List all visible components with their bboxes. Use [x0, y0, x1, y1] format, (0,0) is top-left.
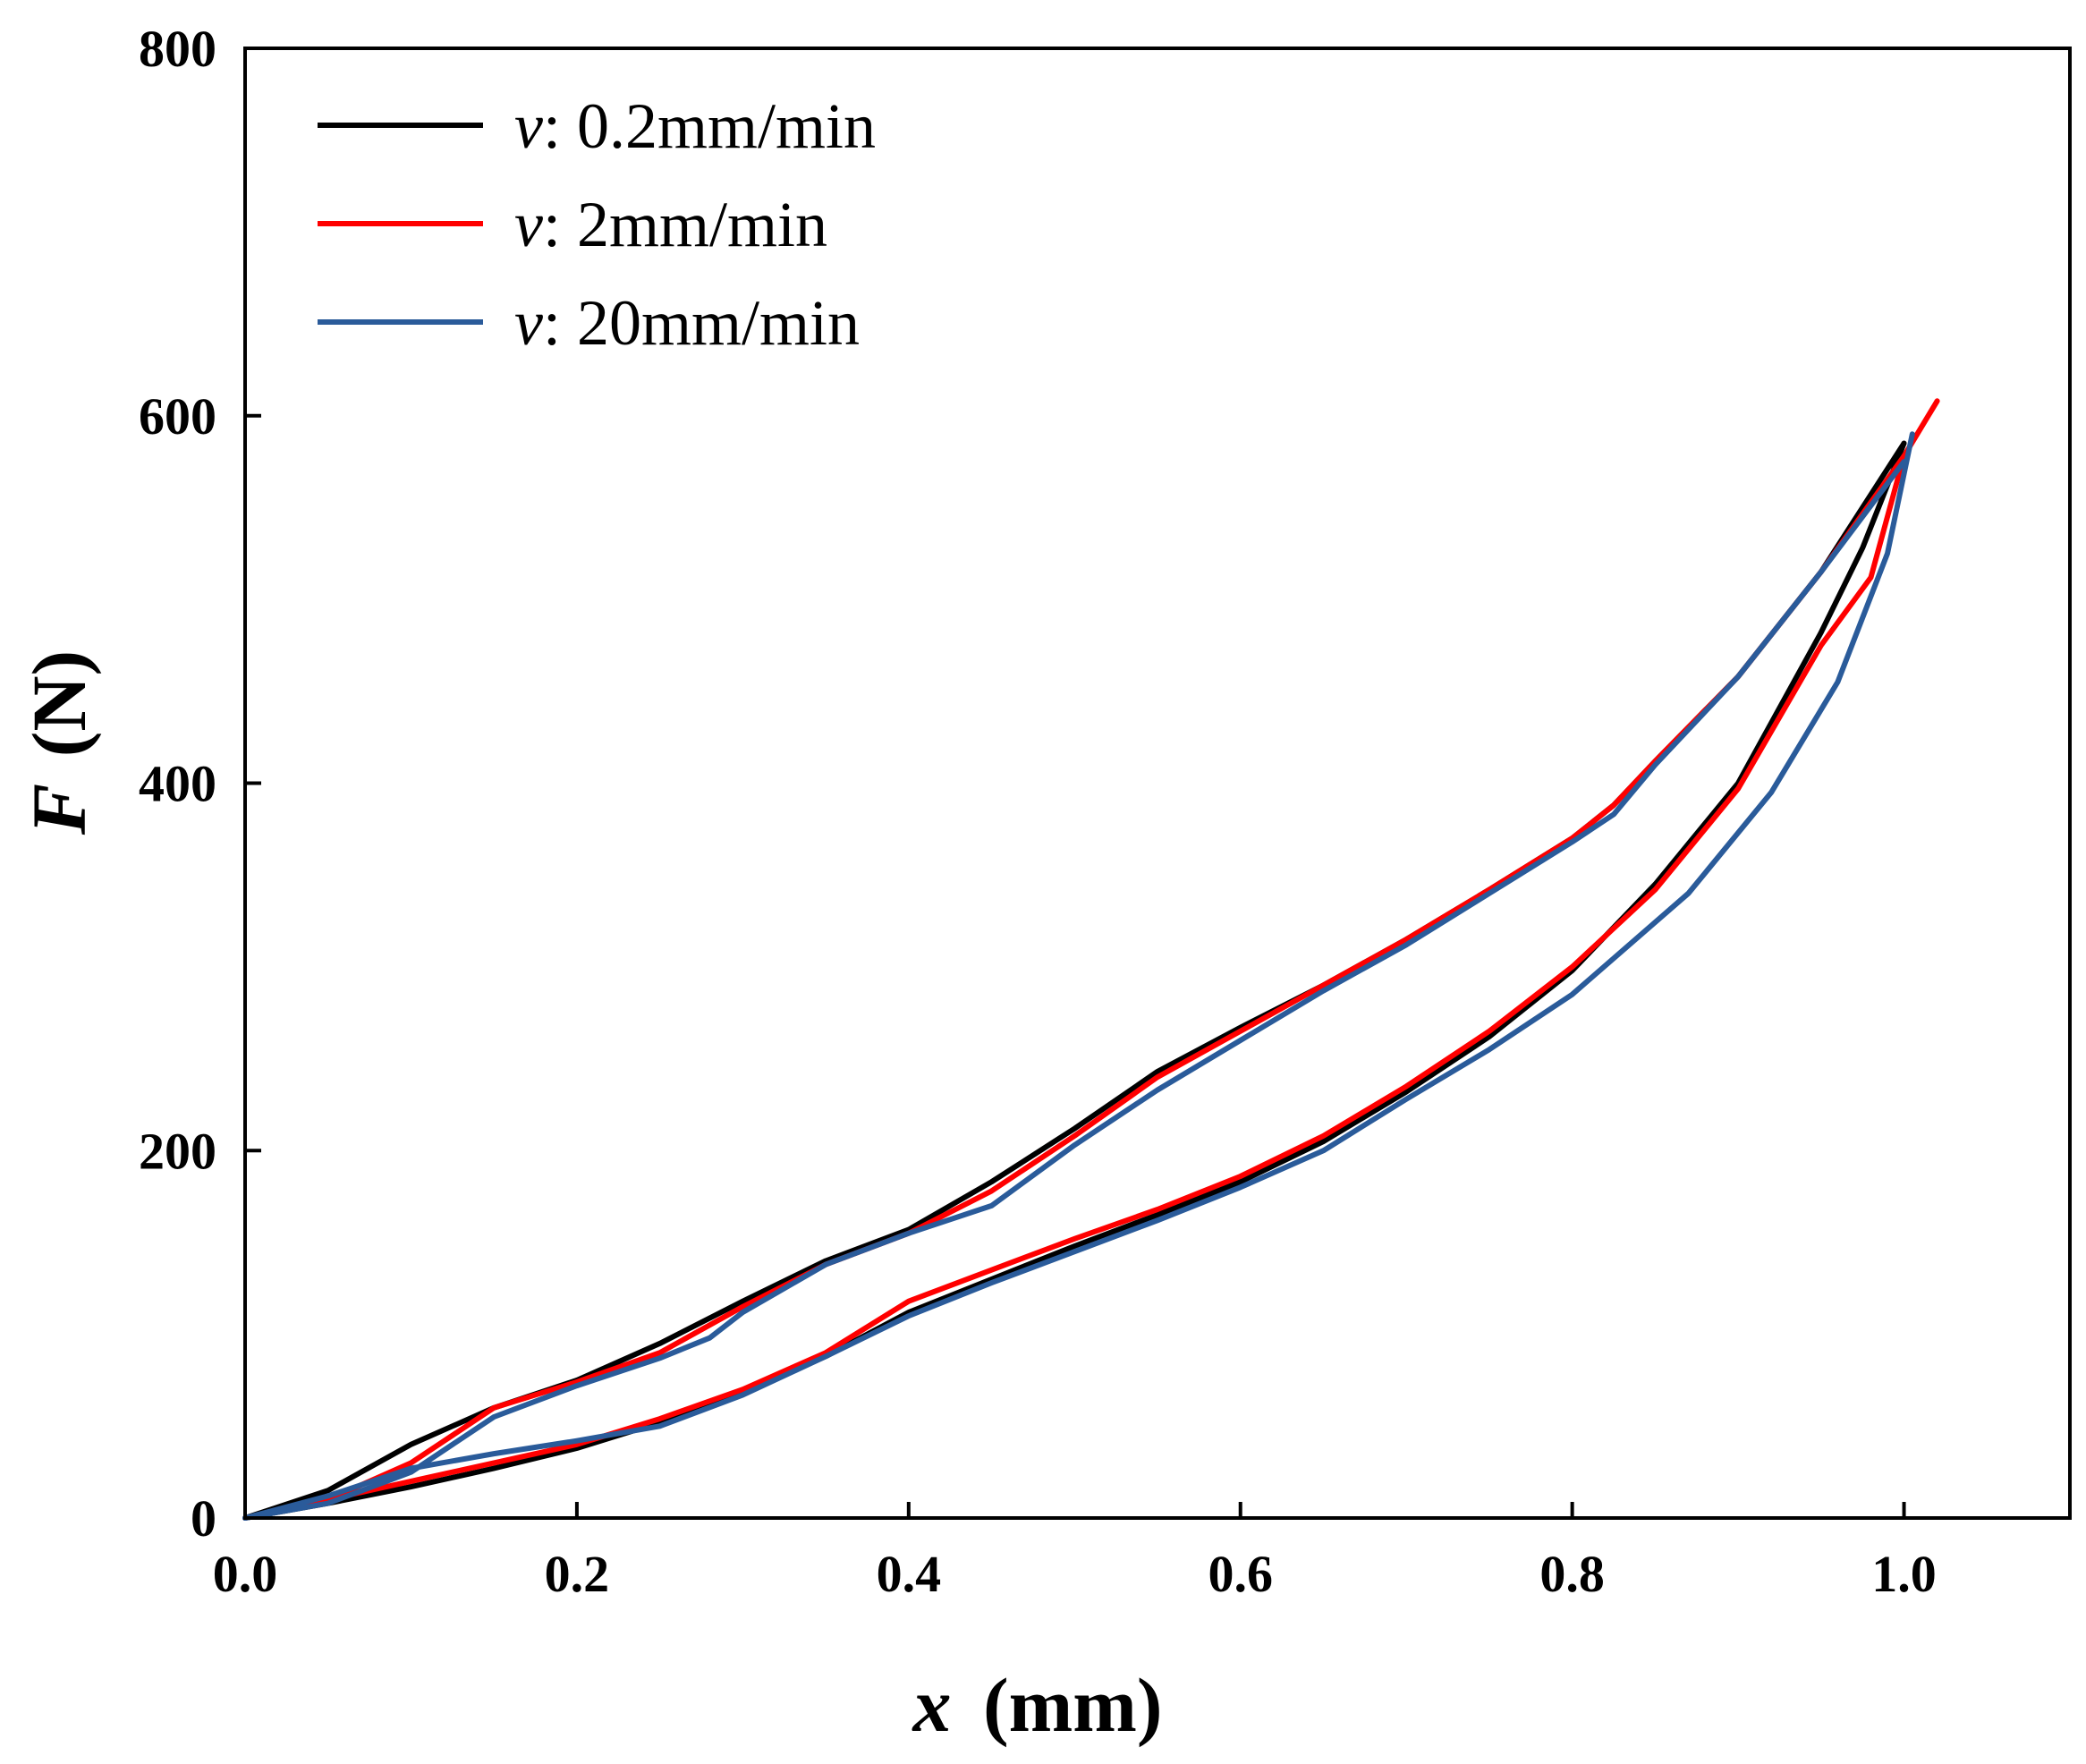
legend-item-1: v: 2mm/min — [318, 189, 827, 260]
series-0-unloading-line — [242, 440, 1907, 1521]
legend-item-0: v: 0.2mm/min — [318, 90, 876, 162]
y-tick-label: 0 — [191, 1489, 216, 1548]
series-2-unloading-line — [242, 431, 1915, 1521]
x-tick-label: 0.6 — [1208, 1545, 1273, 1603]
x-tick-label: 0.4 — [877, 1545, 942, 1603]
legend: v: 0.2mm/min v: 2mm/min v: 20mm/min — [318, 90, 876, 359]
x-tick-label: 0.8 — [1539, 1545, 1605, 1603]
x-tick-label: 0.2 — [545, 1545, 610, 1603]
y-tick-label: 600 — [139, 387, 216, 445]
ticks-layer: 0.0 0.2 0.4 0.6 0.8 1.0 0 200 400 600 800 — [139, 20, 1937, 1603]
x-axis-title: x (mm) — [911, 1662, 1162, 1748]
y-tick-label: 800 — [139, 20, 216, 78]
y-tick-label: 200 — [139, 1122, 216, 1180]
legend-label-2: v: 20mm/min — [514, 287, 860, 359]
series-2-loading-line — [242, 459, 1907, 1521]
y-axis-title: F (N) — [16, 650, 102, 835]
legend-label-0: v: 0.2mm/min — [514, 90, 876, 162]
x-tick-label: 0.0 — [213, 1545, 278, 1603]
series-1-unloading-line — [242, 453, 1907, 1521]
x-tick-label: 1.0 — [1871, 1545, 1937, 1603]
legend-label-1: v: 2mm/min — [514, 189, 827, 260]
series-layer — [242, 398, 1940, 1521]
legend-item-2: v: 20mm/min — [318, 287, 860, 359]
y-tick-label: 400 — [139, 755, 216, 813]
